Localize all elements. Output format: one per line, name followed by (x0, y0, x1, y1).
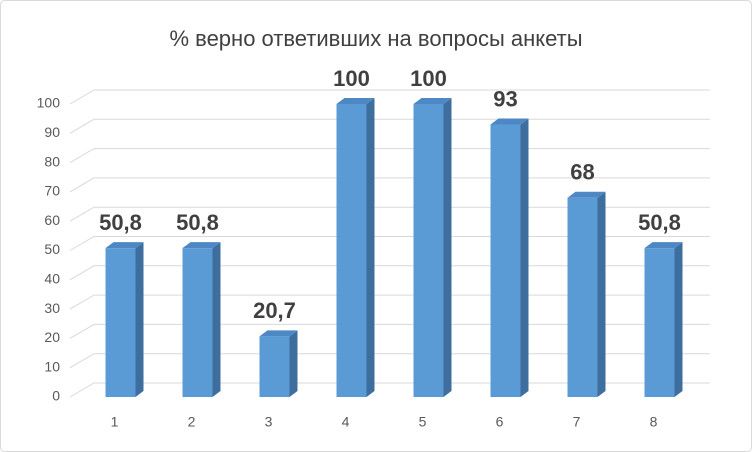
data-label: 50,8 (176, 210, 219, 235)
data-label: 50,8 (638, 210, 681, 235)
y-tick-label: 30 (44, 300, 60, 316)
x-tick-label: 6 (496, 414, 504, 430)
data-label: 100 (333, 66, 370, 91)
x-tick-label: 8 (650, 414, 658, 430)
data-label: 20,7 (253, 298, 296, 323)
bar-top (413, 98, 452, 104)
bar (567, 197, 598, 397)
data-label: 100 (410, 66, 447, 91)
y-tick-label: 80 (44, 153, 60, 169)
y-tick-label: 70 (44, 183, 60, 199)
bar-top (567, 191, 606, 198)
bar-top (336, 98, 375, 104)
bar-side (289, 330, 298, 397)
y-tick-label: 20 (44, 329, 60, 345)
x-tick-label: 1 (111, 414, 119, 430)
bar-top (182, 242, 221, 249)
bar-side (597, 191, 606, 397)
y-tick-label: 100 (37, 95, 61, 111)
bar (336, 104, 367, 397)
y-tick-label: 50 (44, 241, 60, 257)
y-tick-label: 10 (44, 358, 60, 374)
bar (490, 124, 521, 397)
bar-side (443, 98, 452, 397)
chart-title: % верно ответивших на вопросы анкеты (169, 26, 582, 51)
data-label: 68 (570, 160, 594, 185)
bar-top (259, 330, 298, 337)
y-tick-label: 90 (44, 124, 60, 140)
x-tick-label: 5 (419, 414, 427, 430)
bar-side (520, 118, 529, 397)
bar-top (490, 118, 529, 125)
bar (182, 248, 213, 397)
bar-top (105, 242, 144, 249)
bar-side (366, 98, 375, 397)
bar-side (135, 242, 144, 397)
grid-line (69, 89, 710, 105)
bar-side (674, 242, 683, 397)
x-tick-label: 3 (265, 414, 273, 430)
bar (105, 248, 136, 397)
data-label: 93 (493, 86, 517, 111)
bar (413, 104, 444, 397)
bar (644, 248, 675, 397)
y-tick-label: 40 (44, 271, 60, 287)
x-tick-label: 4 (342, 414, 350, 430)
x-tick-label: 2 (188, 414, 196, 430)
y-tick-label: 60 (44, 212, 60, 228)
data-label: 50,8 (99, 210, 142, 235)
bar-top (644, 242, 683, 249)
bar (259, 336, 290, 397)
bar-side (212, 242, 221, 397)
x-tick-label: 7 (573, 414, 581, 430)
y-tick-label: 0 (52, 388, 60, 404)
